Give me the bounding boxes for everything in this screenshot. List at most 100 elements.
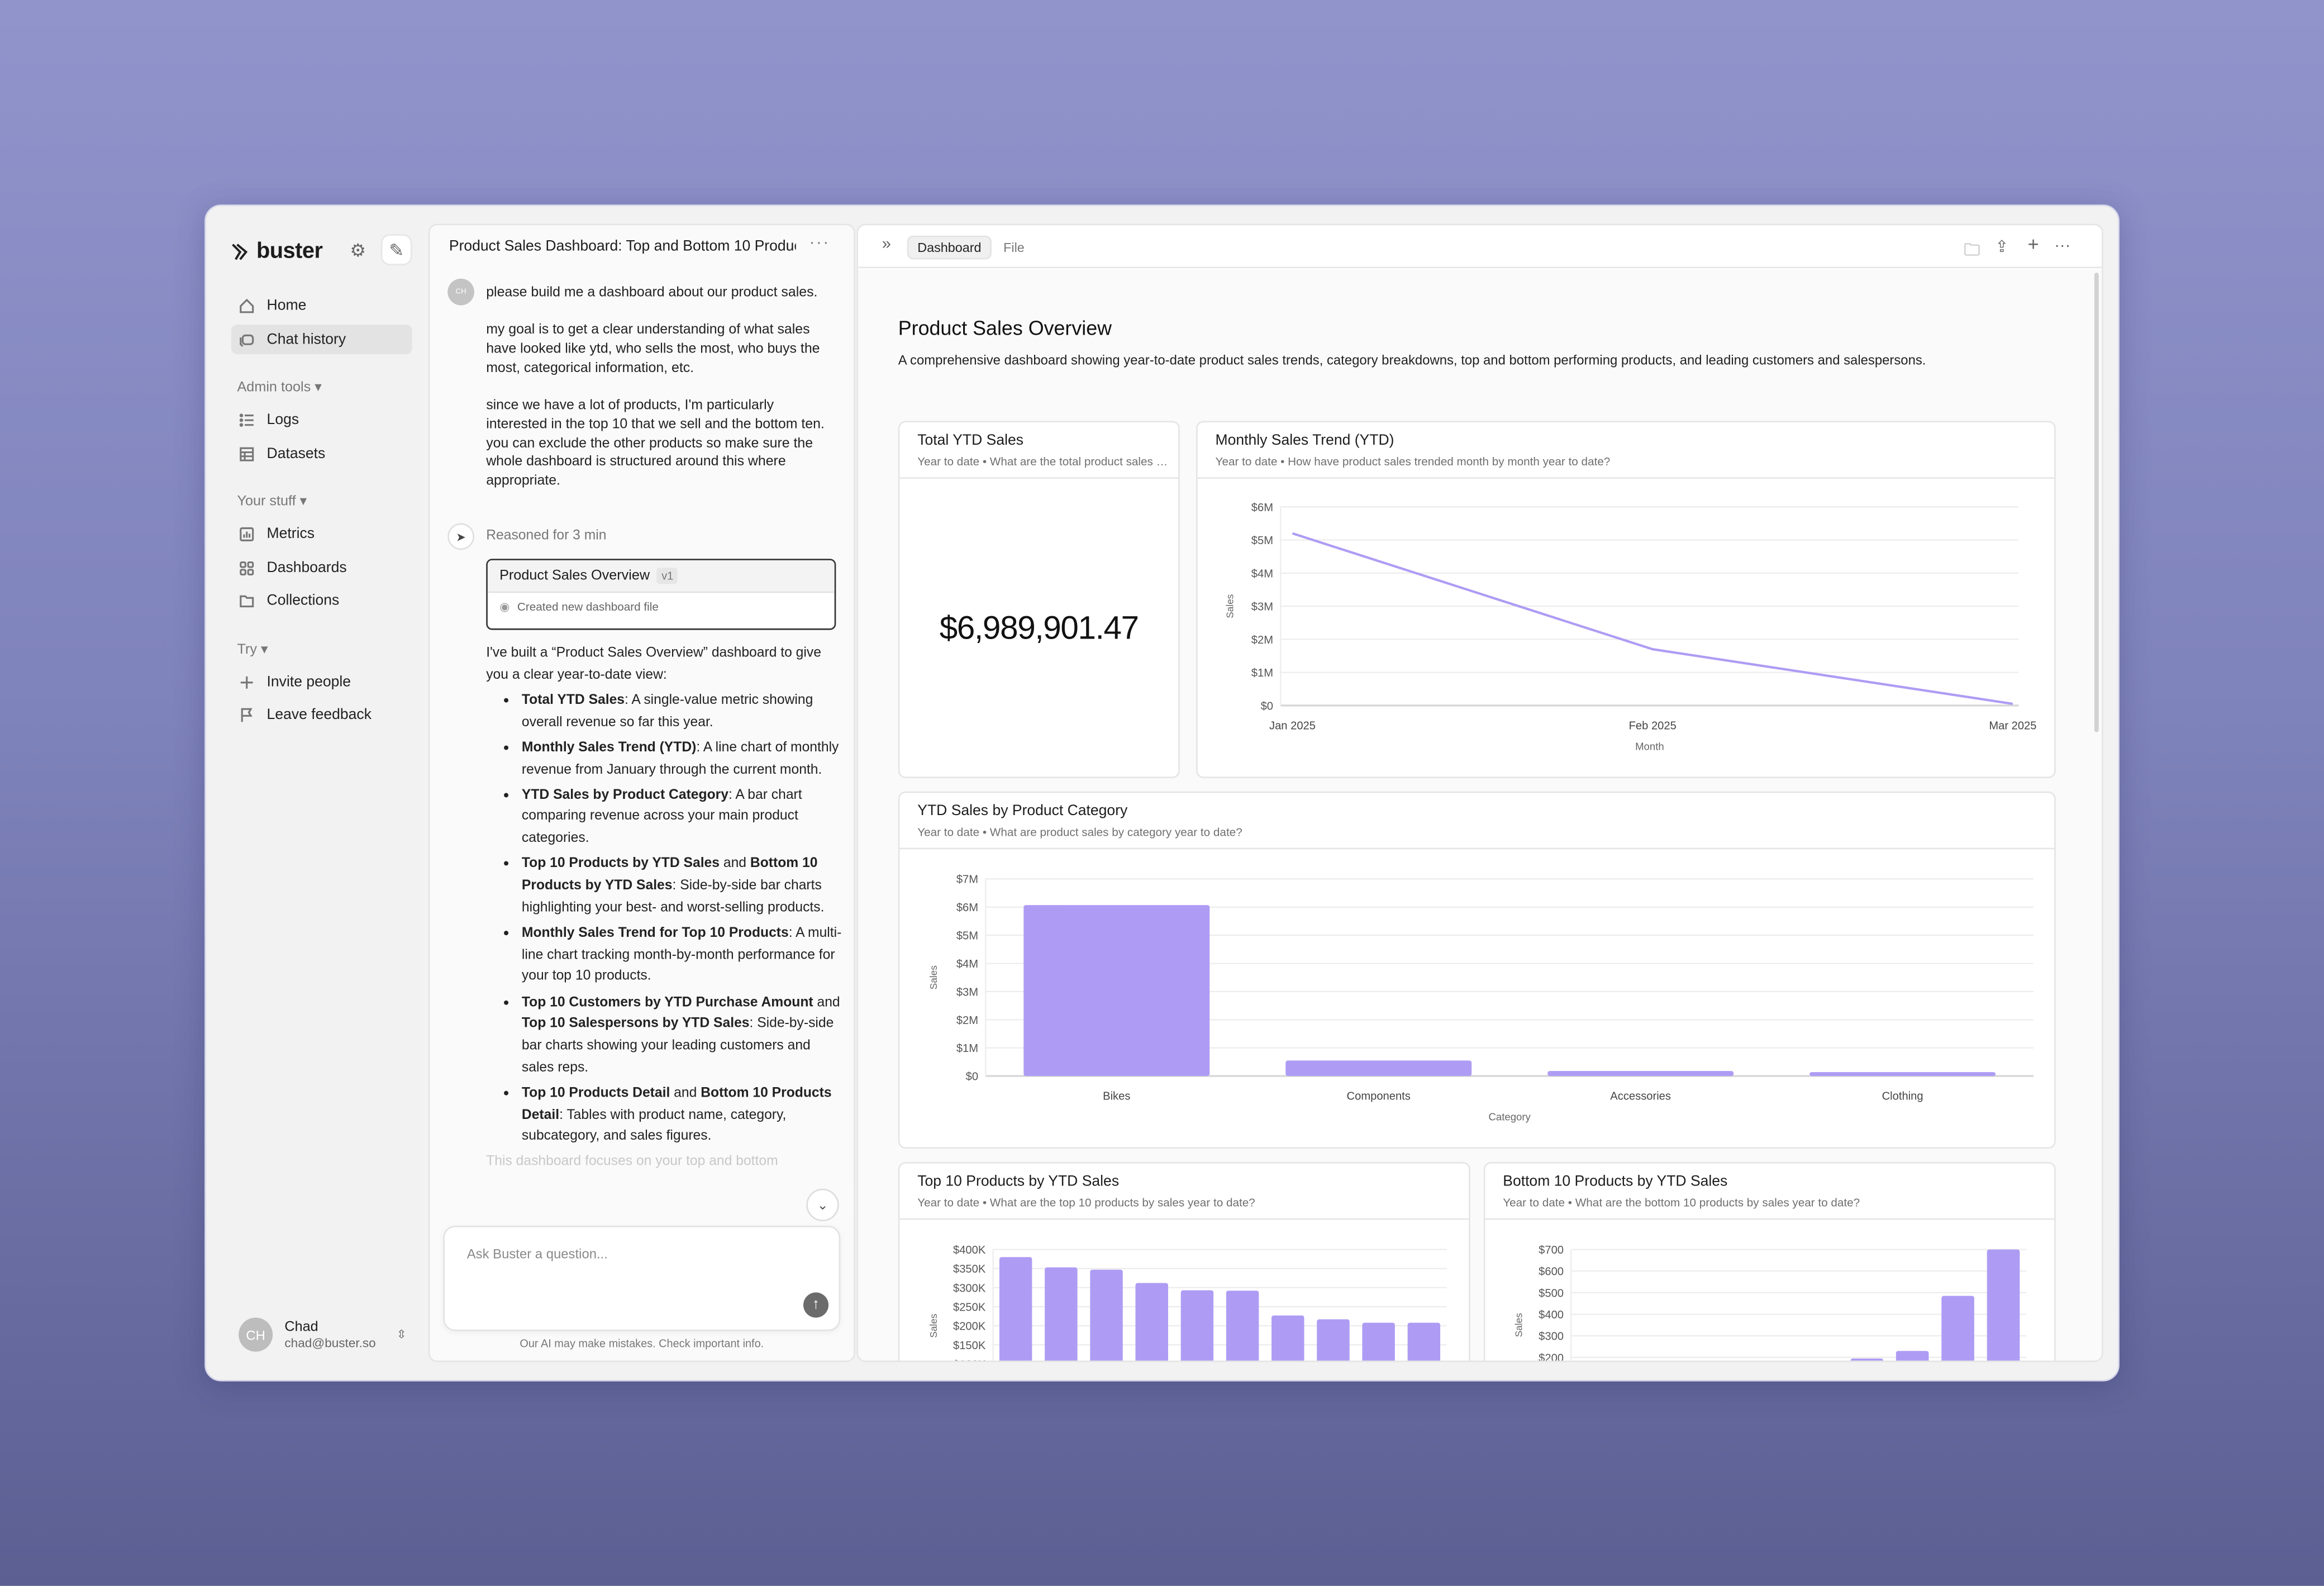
- x-tick-label: Components: [1347, 1090, 1411, 1103]
- bar: [1271, 1315, 1304, 1361]
- dashboard-description: A comprehensive dashboard showing year-t…: [898, 353, 1926, 368]
- bullet-text: : A multi-line chart tracking month-by-m…: [521, 925, 842, 983]
- y-tick-label: $150K: [953, 1340, 986, 1352]
- divider: [1485, 1218, 2055, 1220]
- tab-file[interactable]: File: [1003, 240, 1025, 255]
- share-button[interactable]: ⇪: [1995, 237, 2008, 256]
- y-tick-label: $2M: [956, 1015, 978, 1027]
- bullet-bold-text: Top 10 Salespersons by YTD Sales: [521, 1016, 750, 1031]
- dashboard-title: Product Sales Overview: [898, 317, 1112, 340]
- section-try[interactable]: Try ▾: [237, 641, 268, 658]
- sidebar-item-metrics[interactable]: Metrics: [231, 519, 412, 549]
- chat-panel: Product Sales Dashboard: Top and Bottom …: [428, 223, 855, 1363]
- list-icon: [239, 413, 254, 426]
- bullet-text: : Side-by-side bar charts showing your l…: [521, 1016, 834, 1074]
- response-bullet: Monthly Sales Trend for Top 10 Products:…: [522, 922, 842, 987]
- chat-more-button[interactable]: ···: [809, 234, 830, 252]
- y-tick-label: $200K: [953, 1321, 986, 1333]
- section-admin-tools[interactable]: Admin tools ▾: [237, 379, 322, 396]
- bar: [1547, 1071, 1734, 1077]
- dashboard-file-card[interactable]: Product Sales Overview v1 ◉ Created new da…: [486, 559, 836, 630]
- bullet-bold-text: YTD Sales by Product Category: [521, 787, 728, 802]
- chart-card-bottom-10-products[interactable]: Bottom 10 Products by YTD Sales Year to …: [1483, 1162, 2056, 1361]
- sidebar-item-datasets[interactable]: Datasets: [231, 439, 412, 468]
- sidebar-item-label: Collections: [266, 592, 340, 609]
- status-radio-icon: ◉: [499, 600, 510, 614]
- chat-title: Product Sales Dashboard: Top and Bottom …: [449, 239, 796, 255]
- sidebar-item-logs[interactable]: Logs: [231, 404, 412, 434]
- file-status: Created new dashboard file: [517, 600, 659, 614]
- grid-icon: [240, 560, 254, 575]
- user-email: chad@buster.so: [284, 1335, 376, 1350]
- card-subtitle: Year to date • What are the total produc…: [917, 455, 1169, 469]
- y-axis-label: Sales: [928, 965, 939, 989]
- sidebar-item-chat-history[interactable]: Chat history: [231, 325, 412, 355]
- y-axis-label: Sales: [1224, 594, 1235, 618]
- message-paragraph: my goal is to get a clear understanding …: [486, 321, 820, 375]
- chart-card-top-10-products[interactable]: Top 10 Products by YTD Sales Year to dat…: [898, 1162, 1470, 1361]
- x-tick-label: Bikes: [1103, 1090, 1130, 1103]
- more-button[interactable]: ···: [2054, 237, 2070, 255]
- folder-icon: 🗀: [1964, 241, 1980, 260]
- reasoning-status[interactable]: Reasoned for 3 min: [486, 527, 607, 543]
- response-bullet: Top 10 Products Detail and Bottom 10 Pro…: [522, 1082, 842, 1147]
- chevron-down-icon: ⌄: [817, 1197, 828, 1212]
- bullet-bold-text: Total YTD Sales: [521, 692, 625, 707]
- dashboard-header: » Dashboard File 🗀 ⇪ + ···: [858, 225, 2102, 269]
- card-subtitle: Year to date • What are product sales by…: [917, 825, 1242, 839]
- sidebar-item-collections[interactable]: Collections: [231, 585, 412, 615]
- sidebar-item-leave-feedback[interactable]: Leave feedback: [231, 699, 412, 729]
- chart-card-monthly-sales-trend[interactable]: Monthly Sales Trend (YTD) Year to date •…: [1196, 421, 2056, 778]
- section-your-stuff[interactable]: Your stuff ▾: [237, 493, 307, 510]
- send-button[interactable]: ↑: [803, 1292, 829, 1318]
- bullet-bold-text: Bottom 10 Products by YTD Sales: [521, 855, 818, 893]
- x-tick-label: Mar 2025: [1989, 720, 2036, 732]
- user-menu[interactable]: CH Chad chad@buster.so ⇳: [239, 1317, 407, 1352]
- brand-logo[interactable]: buster: [230, 239, 323, 264]
- user-avatar: CH: [447, 278, 474, 306]
- y-tick-label: $400: [1539, 1309, 1564, 1321]
- bullet-text: : Side-by-side bar charts highlighting y…: [521, 877, 825, 915]
- bullet-bold-text: Monthly Sales Trend (YTD): [521, 739, 697, 754]
- sidebar-item-label: Chat history: [266, 331, 346, 348]
- settings-button[interactable]: ⚙: [344, 236, 372, 264]
- scroll-to-bottom-button[interactable]: ⌄: [806, 1188, 839, 1222]
- double-chevron-right-icon: »: [882, 235, 891, 254]
- response-intro: I've built a “Product Sales Overview” da…: [486, 645, 821, 682]
- y-tick-label: $500: [1539, 1287, 1564, 1299]
- sidebar-item-dashboards[interactable]: Dashboards: [231, 553, 412, 583]
- bullet-text: : Tables with product name, category, su…: [521, 1106, 787, 1144]
- table-icon: [240, 446, 254, 461]
- sidebar-item-label: Dashboards: [266, 559, 347, 576]
- bar: [1407, 1322, 1441, 1361]
- new-chat-button[interactable]: ✎: [382, 235, 411, 264]
- y-tick-label: $1M: [1251, 667, 1273, 679]
- user-name: Chad: [284, 1319, 318, 1336]
- section-title: Your stuff: [237, 493, 296, 510]
- message-paragraph: since we have a lot of products, I'm par…: [486, 396, 825, 488]
- card-subtitle: Year to date • How have product sales tr…: [1215, 455, 1611, 469]
- scrollbar[interactable]: [2094, 273, 2099, 732]
- response-outro: This dashboard focuses on your top and b…: [486, 1154, 778, 1169]
- collapse-chat-button[interactable]: »: [882, 236, 891, 254]
- chart-card-sales-by-category[interactable]: YTD Sales by Product Category Year to da…: [898, 791, 2056, 1149]
- section-title: Try: [237, 641, 257, 658]
- bar: [1896, 1351, 1929, 1361]
- y-tick-label: $100K: [953, 1359, 986, 1361]
- chat-input[interactable]: Ask Buster a question... ↑: [443, 1226, 841, 1331]
- folder-button[interactable]: 🗀: [1964, 237, 1980, 265]
- assistant-message: I've built a “Product Sales Overview” da…: [486, 642, 842, 1173]
- buster-avatar-icon: ➤: [447, 523, 474, 550]
- tab-dashboard[interactable]: Dashboard: [907, 235, 992, 260]
- app-window: buster ⚙ ✎ Home Chat history Admin tools…: [204, 204, 2120, 1382]
- y-tick-label: $3M: [956, 986, 978, 998]
- y-tick-label: $6M: [1251, 502, 1273, 514]
- sidebar-item-invite-people[interactable]: Invite people: [231, 667, 412, 697]
- metric-card-total-ytd-sales[interactable]: Total YTD Sales Year to date • What are …: [898, 421, 1180, 778]
- file-title: Product Sales Overview: [499, 568, 650, 584]
- add-button[interactable]: +: [2027, 233, 2039, 255]
- bullet-bold-text: Top 10 Products Detail: [521, 1084, 670, 1100]
- bullet-text: and: [670, 1084, 701, 1100]
- sidebar-item-home[interactable]: Home: [231, 290, 412, 320]
